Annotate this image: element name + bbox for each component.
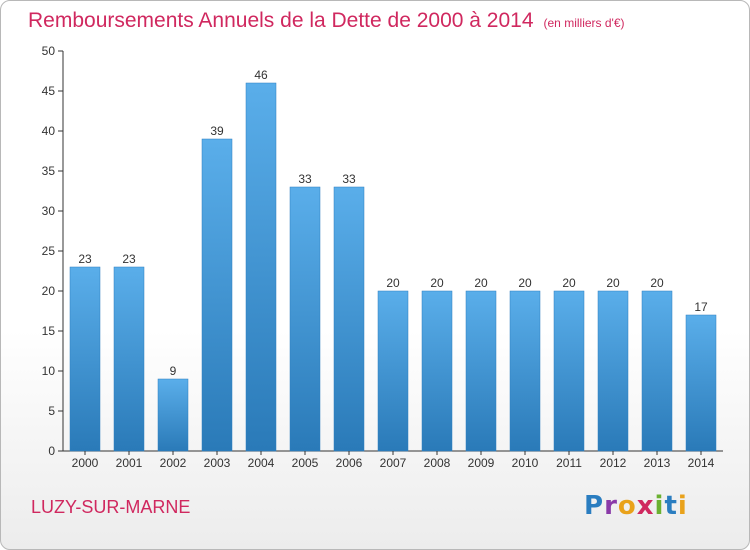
- bar-2010: [509, 290, 541, 452]
- y-tick-label: 15: [42, 324, 56, 338]
- x-tick-label-2003: 2003: [204, 456, 231, 470]
- y-tick-label: 20: [42, 284, 56, 298]
- y-tick-label: 40: [42, 124, 56, 138]
- x-tick-label-2008: 2008: [424, 456, 451, 470]
- data-label-2006: 33: [342, 172, 356, 186]
- data-label-2005: 33: [298, 172, 312, 186]
- location-label: LUZY-SUR-MARNE: [31, 497, 191, 517]
- data-label-2012: 20: [606, 276, 620, 290]
- logo-letter: o: [617, 491, 637, 521]
- y-tick-label: 10: [42, 364, 56, 378]
- x-tick-label-2002: 2002: [160, 456, 187, 470]
- bar-2002: [157, 378, 189, 452]
- bar-2005: [289, 186, 321, 452]
- x-tick-label-2009: 2009: [468, 456, 495, 470]
- chart-title: Remboursements Annuels de la Dette de 20…: [28, 9, 625, 33]
- data-label-2011: 20: [562, 276, 576, 290]
- bar-2006: [333, 186, 365, 452]
- y-tick-label: 25: [42, 244, 56, 258]
- data-label-2003: 39: [210, 124, 224, 138]
- x-tick-label-2012: 2012: [600, 456, 627, 470]
- x-tick-label-2006: 2006: [336, 456, 363, 470]
- chart-title-text: Remboursements Annuels de la Dette de 20…: [28, 9, 534, 32]
- logo-letter: P: [584, 491, 605, 521]
- x-tick-label-2000: 2000: [72, 456, 99, 470]
- bar-2008: [421, 290, 453, 452]
- x-tick-label-2013: 2013: [644, 456, 671, 470]
- y-tick-label: 50: [42, 44, 56, 58]
- y-tick-label: 0: [48, 444, 55, 458]
- bar-2000: [69, 266, 101, 452]
- y-tick-label: 30: [42, 204, 56, 218]
- bar-2013: [641, 290, 673, 452]
- x-tick-label-2004: 2004: [248, 456, 275, 470]
- data-label-2001: 23: [122, 252, 136, 266]
- x-tick-label-2007: 2007: [380, 456, 407, 470]
- data-label-2014: 17: [694, 300, 708, 314]
- logo-letter: i: [654, 491, 665, 521]
- bar-2011: [553, 290, 585, 452]
- bar-2001: [113, 266, 145, 452]
- data-label-2000: 23: [78, 252, 92, 266]
- logo-letter: r: [604, 491, 618, 521]
- y-tick-label: 35: [42, 164, 56, 178]
- logo-letter: x: [636, 491, 655, 521]
- bar-2012: [597, 290, 629, 452]
- bar-2004: [245, 82, 277, 452]
- x-tick-label-2010: 2010: [512, 456, 539, 470]
- logo-letter: i: [677, 491, 688, 521]
- data-label-2004: 46: [254, 68, 268, 82]
- data-label-2013: 20: [650, 276, 664, 290]
- data-label-2007: 20: [386, 276, 400, 290]
- data-label-2009: 20: [474, 276, 488, 290]
- bar-2003: [201, 138, 233, 452]
- bar-2014: [685, 314, 717, 452]
- data-label-2010: 20: [518, 276, 532, 290]
- proxiti-logo: Proxiti: [584, 491, 688, 521]
- x-tick-label-2005: 2005: [292, 456, 319, 470]
- x-tick-label-2001: 2001: [116, 456, 143, 470]
- chart-unit-label: (en milliers d'€): [543, 16, 625, 30]
- y-tick-label: 45: [42, 84, 56, 98]
- bar-2007: [377, 290, 409, 452]
- data-label-2008: 20: [430, 276, 444, 290]
- data-label-2002: 9: [170, 364, 177, 378]
- y-tick-label: 5: [48, 404, 55, 418]
- logo-letter: t: [664, 491, 678, 521]
- x-tick-label-2014: 2014: [688, 456, 715, 470]
- x-tick-label-2011: 2011: [556, 456, 582, 470]
- bar-2009: [465, 290, 497, 452]
